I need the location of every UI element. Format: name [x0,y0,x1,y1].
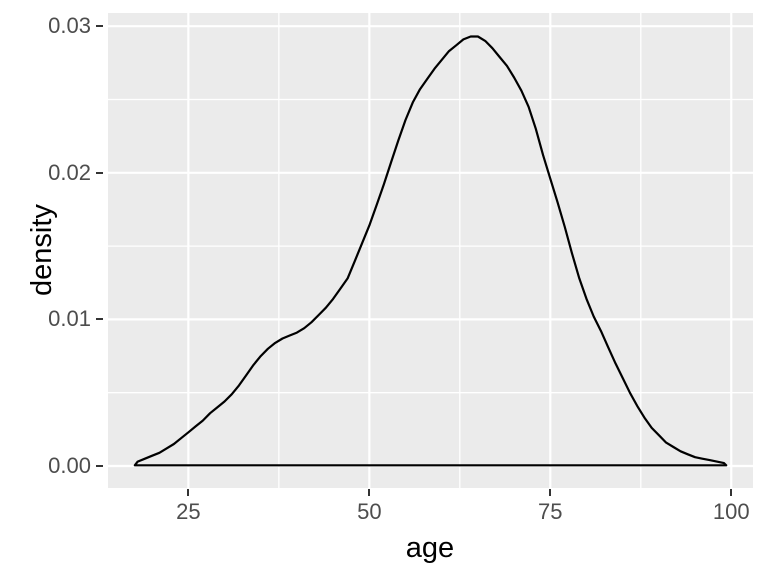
plot-panel [108,13,753,488]
x-tick-label: 50 [357,499,382,524]
x-tick-label: 25 [176,499,201,524]
y-tick-label: 0.02 [48,159,91,185]
y-tick-mark [96,465,103,467]
y-axis-title: density [26,204,58,296]
x-tick-mark [730,489,733,496]
density-curve [133,35,728,467]
y-tick-mark [96,25,103,28]
x-tick-label: 75 [538,499,563,524]
density-plot [108,13,753,488]
x-tick-mark [368,489,371,496]
y-tick-mark [96,171,103,174]
x-tick-mark [187,489,190,496]
x-tick-label: 100 [712,499,750,524]
x-axis-title: age [405,532,455,564]
y-tick-label: 0.00 [48,453,91,478]
x-tick-mark [549,489,552,496]
y-tick-mark [96,318,103,321]
y-tick-label: 0.03 [48,13,91,39]
y-tick-label: 0.01 [48,306,91,332]
